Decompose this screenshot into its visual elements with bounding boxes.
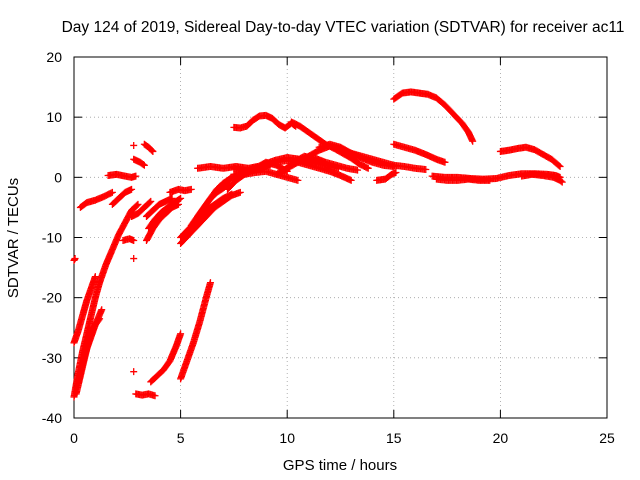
series-t16 — [130, 368, 138, 376]
plot-border — [73, 56, 608, 419]
data-point — [228, 190, 236, 198]
y-axis-label: SDTVAR / TECUs — [5, 178, 22, 298]
data-point — [176, 195, 184, 203]
data-point — [91, 273, 99, 281]
series-t23 — [166, 185, 195, 196]
series-t40 — [390, 88, 477, 145]
data-point — [132, 172, 140, 180]
series-t39 — [373, 169, 400, 184]
data-point — [177, 194, 185, 202]
data-point — [441, 158, 449, 166]
grid-lines — [74, 57, 607, 418]
series-t11 — [130, 141, 138, 149]
data-point — [555, 162, 563, 170]
series-t05 — [74, 306, 106, 386]
data-point — [469, 137, 477, 145]
series-t44 — [496, 143, 564, 171]
y-tick-label: 0 — [54, 169, 62, 185]
data-point — [334, 164, 342, 172]
series-t14 — [128, 197, 155, 220]
data-point — [139, 161, 147, 169]
series-t45 — [518, 170, 566, 186]
series-t37 — [258, 153, 342, 172]
data-point — [98, 306, 106, 314]
data-point — [146, 198, 154, 206]
series-t06 — [76, 188, 116, 211]
data-point — [347, 176, 355, 184]
data-point — [422, 166, 430, 174]
y-tick-label: -20 — [42, 290, 62, 306]
data-point — [128, 185, 136, 193]
data-point — [148, 147, 156, 155]
data-point — [168, 194, 176, 202]
series-t21 — [145, 194, 185, 232]
data-point — [206, 279, 214, 287]
data-point — [392, 169, 400, 177]
series-t27 — [187, 176, 234, 229]
data-point — [108, 188, 116, 196]
series-t10 — [119, 235, 138, 245]
x-tick-label: 20 — [493, 430, 509, 446]
series-t17 — [132, 390, 159, 400]
data-point — [556, 163, 564, 171]
data-point — [130, 237, 138, 245]
y-tick-label: 20 — [46, 49, 62, 65]
series-t43 — [432, 175, 494, 184]
x-tick-label: 25 — [599, 430, 615, 446]
x-tick-labels: 0 5 10 15 20 25 — [70, 430, 615, 446]
chart-title: Day 124 of 2019, Sidereal Day-to-day VTE… — [62, 19, 625, 36]
series-t07 — [96, 200, 142, 287]
x-tick-label: 5 — [177, 430, 185, 446]
data-point — [294, 176, 302, 184]
data-point — [133, 201, 141, 209]
data-point — [354, 166, 362, 174]
y-tick-labels: -40 -30 -20 -10 0 10 20 — [42, 49, 62, 426]
data-point — [140, 161, 148, 169]
data-point — [236, 188, 244, 196]
data-point — [71, 255, 79, 263]
data-point — [557, 177, 565, 185]
data-point — [151, 392, 159, 400]
y-tick-label: -30 — [42, 350, 62, 366]
data-point — [149, 147, 157, 155]
data-point — [134, 200, 142, 208]
x-tick-label: 10 — [279, 430, 295, 446]
data-point — [558, 178, 566, 186]
series-t41 — [390, 140, 449, 166]
data-point — [130, 368, 138, 376]
series-t38 — [315, 140, 398, 171]
series-t18 — [147, 330, 185, 386]
data-point — [130, 255, 138, 263]
x-tick-label: 15 — [386, 430, 402, 446]
series-t19 — [177, 279, 214, 383]
y-tick-label: -10 — [42, 230, 62, 246]
series-t01 — [70, 255, 79, 264]
x-tick-label: 0 — [70, 430, 78, 446]
x-axis-label: GPS time / hours — [283, 457, 397, 474]
data-points — [70, 88, 566, 401]
data-point — [364, 164, 372, 172]
axis-ticks — [73, 56, 608, 419]
data-point — [177, 330, 185, 338]
data-point — [130, 141, 138, 149]
series-t15 — [130, 255, 138, 263]
data-point — [147, 197, 155, 205]
y-tick-label: -40 — [42, 410, 62, 426]
data-point — [390, 163, 398, 171]
series-t02 — [70, 273, 99, 347]
series-t34 — [287, 118, 372, 172]
y-tick-label: 10 — [46, 109, 62, 125]
series-t09 — [108, 185, 136, 208]
series-t22 — [142, 194, 176, 220]
series-t12 — [130, 155, 148, 169]
data-point — [187, 185, 195, 193]
series-t08 — [104, 170, 140, 181]
data-point — [486, 176, 494, 184]
series-t13 — [140, 140, 157, 155]
